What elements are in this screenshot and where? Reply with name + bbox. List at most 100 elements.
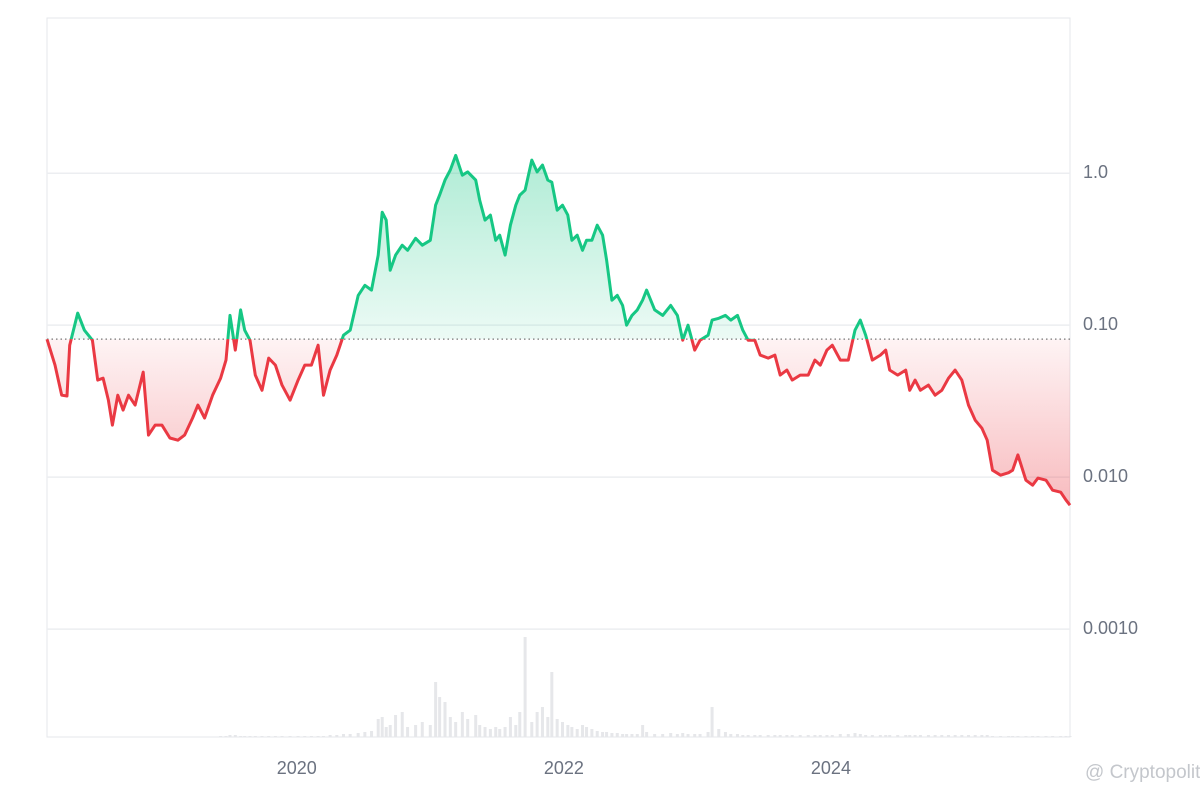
volume-bar	[328, 735, 332, 737]
volume-bar	[926, 735, 930, 737]
volume-bar	[590, 729, 594, 737]
volume-bar	[870, 735, 874, 737]
volume-bar	[1011, 736, 1015, 737]
volume-bar	[540, 707, 544, 737]
volume-bar	[825, 735, 829, 737]
volume-bar	[686, 734, 690, 737]
volume-bar	[348, 734, 352, 737]
volume-bar	[693, 734, 697, 737]
volume-bar	[918, 735, 922, 737]
volume-bar	[376, 719, 380, 737]
volume-bar	[233, 735, 237, 737]
volume-bar	[1059, 736, 1063, 737]
volume-bar	[669, 733, 673, 737]
volume-bar	[219, 736, 223, 737]
volume-bar	[460, 712, 464, 737]
volume-bar	[370, 731, 374, 737]
volume-bar	[595, 731, 599, 737]
volume-bar	[884, 735, 888, 737]
volume-bar	[610, 733, 614, 737]
volume-bar	[798, 735, 802, 737]
volume-bar	[478, 725, 482, 737]
volume-bar	[488, 729, 492, 737]
volume-bar	[758, 735, 762, 737]
volume-bar	[321, 736, 325, 737]
volume-bar	[523, 637, 527, 737]
volume-bar	[273, 736, 277, 737]
volume-bar	[341, 734, 345, 737]
volume-bar	[566, 725, 570, 737]
volume-bar	[384, 727, 388, 737]
volume-bar	[508, 717, 512, 737]
volume-bar	[1051, 736, 1055, 737]
volume-bar	[858, 734, 862, 737]
volume-bar	[838, 734, 842, 737]
volume-bar	[878, 735, 882, 737]
volume-bar	[790, 735, 794, 737]
volume-bar	[443, 702, 447, 737]
price-line-up	[47, 153, 869, 340]
volume-bar	[280, 736, 284, 737]
volume-bar	[913, 735, 917, 737]
volume-bar	[933, 735, 937, 737]
volume-bar	[239, 736, 243, 737]
volume-bar	[380, 717, 384, 737]
volume-bar	[717, 729, 721, 737]
volume-bar	[406, 727, 410, 737]
watermark: @ Cryptopolitan	[1085, 762, 1200, 783]
volume-bar	[940, 735, 944, 737]
volume-bar	[1036, 736, 1040, 737]
volume-bar	[555, 719, 559, 737]
volume-bar	[260, 736, 264, 737]
volume-bar	[1016, 736, 1020, 737]
volume-bar	[675, 734, 679, 737]
volume-bar	[710, 707, 714, 737]
volume-bar	[946, 735, 950, 737]
x-tick-label: 2020	[277, 758, 317, 778]
volume-bar	[723, 732, 727, 737]
x-tick-label: 2024	[811, 758, 851, 778]
volume-bar	[813, 735, 817, 737]
volume-bar	[303, 736, 307, 737]
volume-bar	[985, 735, 989, 737]
volume-bar	[753, 735, 757, 737]
y-tick-label: 1.0	[1083, 162, 1108, 182]
area-fill-down	[47, 339, 1070, 506]
volume-bar	[224, 736, 228, 737]
x-tick-label: 2022	[544, 758, 584, 778]
volume-bar	[288, 736, 292, 737]
volume-bar	[601, 732, 605, 737]
volume-bar	[448, 717, 452, 737]
volume-bar	[420, 722, 424, 737]
volume-bar	[960, 735, 964, 737]
volume-bar	[1068, 736, 1072, 737]
volume-bar	[605, 732, 609, 737]
volume-bar	[853, 733, 857, 737]
volume-bar	[681, 733, 685, 737]
volume-bar	[973, 735, 977, 737]
volume-bar	[518, 712, 522, 737]
volume-bar	[335, 735, 339, 737]
volume-bar	[428, 725, 432, 737]
volume-bar	[773, 735, 777, 737]
volume-bar	[698, 734, 702, 737]
volume-bar	[388, 725, 392, 737]
volume-bar	[535, 712, 539, 737]
volume-bar	[806, 735, 810, 737]
volume-bar	[267, 736, 271, 737]
volume-bar	[585, 727, 589, 737]
volume-bar	[1031, 736, 1035, 737]
volume-bar	[394, 715, 398, 737]
volume-bar	[653, 734, 657, 737]
volume-bar	[474, 715, 478, 737]
volume-bar	[514, 725, 518, 737]
volume-bar	[494, 727, 498, 737]
volume-bar	[635, 734, 639, 737]
volume-bar	[967, 735, 971, 737]
volume-bar	[483, 727, 487, 737]
volume-bar	[888, 735, 892, 737]
volume-bar	[625, 734, 629, 737]
volume-bar	[243, 736, 247, 737]
